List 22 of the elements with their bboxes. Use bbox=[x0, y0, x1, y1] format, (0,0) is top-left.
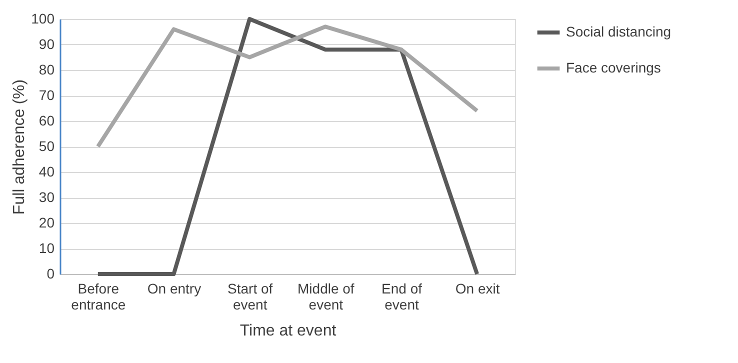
x-tick-label: End of event bbox=[382, 280, 422, 312]
y-tick-label: 100 bbox=[31, 10, 55, 26]
legend-label: Face coverings bbox=[566, 60, 661, 76]
y-tick-label: 0 bbox=[46, 266, 55, 282]
y-tick-label: 20 bbox=[38, 214, 55, 230]
y-tick-label: 40 bbox=[38, 164, 55, 180]
line-series bbox=[96, 24, 480, 148]
y-axis-title: Full adherence (%) bbox=[11, 79, 28, 215]
y-tick-label: 90 bbox=[38, 36, 55, 52]
x-tick-label: Before entrance bbox=[71, 280, 126, 312]
x-tick-label: Start of event bbox=[228, 280, 273, 312]
y-tick-label: 30 bbox=[38, 189, 55, 205]
y-tick-label: 10 bbox=[38, 240, 55, 256]
x-tick-label: Middle of event bbox=[298, 280, 354, 312]
x-tick-label: On exit bbox=[455, 280, 500, 296]
y-tick-label: 80 bbox=[38, 62, 55, 78]
x-tick-label: On entry bbox=[147, 280, 202, 296]
legend-label: Social distancing bbox=[566, 24, 672, 40]
y-tick-label: 70 bbox=[38, 87, 55, 103]
x-axis-title: Time at event bbox=[240, 322, 337, 340]
y-tick-label: 50 bbox=[38, 138, 55, 154]
y-tick-label: 60 bbox=[38, 112, 55, 128]
